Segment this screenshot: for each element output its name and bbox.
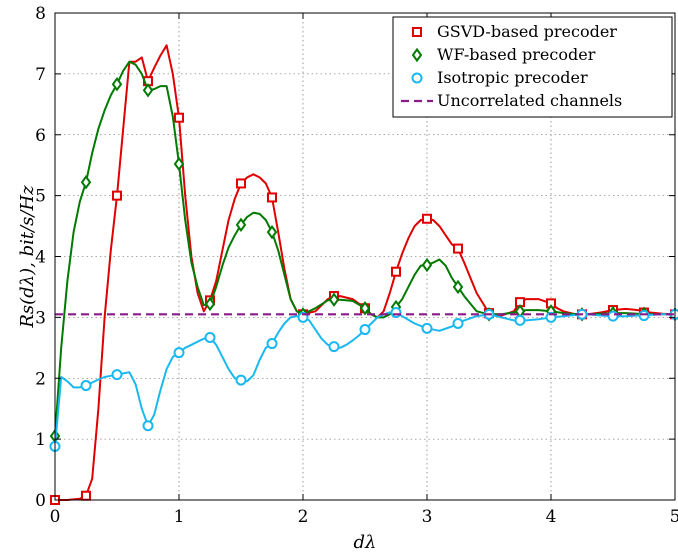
y-tick-label: 8 [35, 4, 46, 24]
series-1 [49, 60, 678, 444]
legend-label: Isotropic precoder [437, 68, 588, 87]
data-point [266, 338, 278, 350]
data-point [235, 374, 247, 386]
data-point [142, 83, 154, 98]
data-point [638, 310, 650, 322]
data-point [80, 380, 92, 392]
x-tick-label: 2 [298, 507, 309, 527]
data-point [421, 257, 433, 273]
y-tick-label: 2 [35, 369, 46, 389]
data-point [266, 224, 278, 240]
data-point [267, 192, 277, 203]
data-point [328, 341, 340, 353]
ticks: 0 1 2 3 4 5 0 1 2 3 4 5 6 7 8 [35, 4, 678, 527]
series-line [54, 60, 675, 437]
legend-label: WF-based precoder [437, 45, 596, 64]
x-tick-label: 4 [546, 507, 557, 527]
y-tick-label: 5 [35, 187, 46, 207]
y-tick-label: 3 [35, 308, 46, 328]
data-point [359, 301, 371, 316]
axis-labels: dλ Rs(dλ), bit/s/Hz [17, 185, 376, 553]
data-point [235, 217, 247, 233]
data-point [607, 310, 619, 322]
data-point [174, 112, 184, 123]
series-2 [49, 307, 678, 452]
legend-marker [412, 27, 422, 37]
y-tick-label: 6 [35, 126, 46, 146]
data-point [328, 292, 340, 307]
data-point [359, 324, 371, 336]
legend-box [392, 16, 673, 118]
legend-marker [411, 72, 423, 84]
y-axis-label: Rs(dλ), bit/s/Hz [17, 185, 38, 329]
data-point [422, 213, 432, 224]
legend-marker [411, 47, 423, 63]
data-point [112, 190, 122, 201]
x-tick-label: 5 [670, 507, 678, 527]
data-point [173, 347, 185, 359]
x-tick-label: 1 [174, 507, 185, 527]
data-point [111, 77, 123, 92]
x-axis-label: dλ [354, 532, 377, 553]
data-point [452, 279, 464, 295]
x-tick-label: 3 [422, 507, 433, 527]
data-point [514, 314, 526, 326]
y-tick-label: 7 [35, 65, 46, 85]
data-point [421, 322, 433, 334]
series-line [54, 311, 675, 447]
data-point [236, 178, 246, 189]
data-point [173, 156, 185, 172]
x-tick-label: 0 [50, 507, 61, 527]
legend-label: GSVD-based precoder [437, 22, 617, 41]
y-tick-label: 4 [35, 248, 46, 268]
y-tick-label: 1 [35, 430, 46, 450]
data-point [81, 490, 91, 501]
data-point [80, 175, 92, 190]
y-tick-label: 0 [35, 491, 46, 511]
data-point [204, 331, 216, 343]
data-point [390, 307, 402, 319]
data-point [111, 369, 123, 381]
legend-label: Uncorrelated channels [437, 91, 622, 110]
data-point [204, 296, 216, 312]
data-point [452, 317, 464, 329]
legend: GSVD-based precoder WF-based precoder Isot… [392, 16, 673, 118]
data-point [391, 266, 401, 277]
data-point [453, 243, 463, 254]
data-point [142, 420, 154, 432]
